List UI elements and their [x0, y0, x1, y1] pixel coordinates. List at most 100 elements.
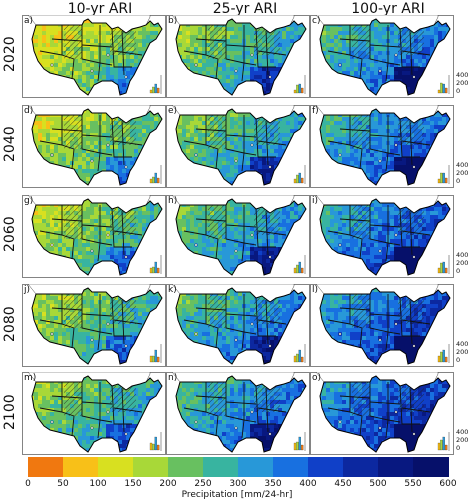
histogram-tick: 200	[456, 169, 469, 177]
colorbar-tick: 400	[299, 479, 317, 489]
map-panel: i)	[310, 195, 454, 278]
colorbar-segment	[203, 457, 239, 477]
histogram-tick: 200	[456, 79, 469, 87]
row-header-2080: 2080	[2, 306, 18, 342]
panel-label: k)	[168, 285, 177, 295]
histogram-tick: 0	[456, 444, 461, 452]
map-panel: m)	[22, 372, 166, 455]
histogram-tick: 0	[456, 177, 461, 185]
panel-label: f)	[312, 106, 319, 116]
us-precip-map	[166, 372, 310, 455]
us-precip-map	[310, 372, 454, 455]
us-precip-map	[166, 15, 310, 98]
colorbar-tick: 200	[159, 479, 177, 489]
histogram-tick: 0	[456, 356, 461, 364]
colorbar-segment	[98, 457, 134, 477]
histogram-tick-labels: 400 200 0	[456, 161, 468, 185]
colorbar-label: Precipitation [mm/24-hr]	[181, 490, 293, 500]
map-panel: c)	[310, 15, 454, 98]
histogram-tick-labels: 400 200 0	[456, 428, 468, 452]
map-panel: h)	[166, 195, 310, 278]
panel-label: o)	[312, 373, 322, 383]
us-precip-map	[310, 15, 454, 98]
colorbar-segment	[308, 457, 344, 477]
panel-label: e)	[168, 106, 178, 116]
colorbar-tick: 350	[264, 479, 282, 489]
us-precip-map	[310, 284, 454, 367]
map-panel: j)	[22, 284, 166, 367]
panel-label: j)	[24, 285, 31, 295]
map-panel: n)	[166, 372, 310, 455]
histogram-tick: 400	[456, 428, 469, 436]
row-header-2020: 2020	[2, 36, 18, 72]
histogram-tick-labels: 400 200 0	[456, 71, 468, 95]
colorbar-tick: 150	[124, 479, 142, 489]
histogram-tick: 400	[456, 251, 469, 259]
panel-label: a)	[24, 16, 34, 26]
colorbar-segment	[343, 457, 379, 477]
us-precip-map	[166, 105, 310, 188]
column-header-100yr: 100-yr ARI	[351, 1, 425, 17]
histogram-tick: 200	[456, 348, 469, 356]
histogram-tick: 400	[456, 71, 469, 79]
us-precip-map	[22, 105, 166, 188]
colorbar-tick: 50	[57, 479, 69, 489]
histogram-tick: 0	[456, 267, 461, 275]
histogram-tick-labels: 400 200 0	[456, 251, 468, 275]
panel-label: c)	[312, 16, 321, 26]
colorbar-tick: 500	[369, 479, 387, 489]
map-panel: l)	[310, 284, 454, 367]
map-panel: d)	[22, 105, 166, 188]
us-precip-map	[310, 105, 454, 188]
us-precip-map	[166, 284, 310, 367]
colorbar-segment	[168, 457, 204, 477]
colorbar-segment	[238, 457, 274, 477]
colorbar-segment	[63, 457, 99, 477]
colorbar	[28, 457, 449, 477]
colorbar-segment	[413, 457, 449, 477]
map-panel: o)	[310, 372, 454, 455]
colorbar-segment	[378, 457, 414, 477]
colorbar-tick: 300	[229, 479, 247, 489]
histogram-tick: 200	[456, 436, 469, 444]
column-header-25yr: 25-yr ARI	[212, 1, 278, 17]
histogram-tick: 400	[456, 340, 469, 348]
us-precip-map	[22, 195, 166, 278]
panel-label: h)	[168, 196, 178, 206]
us-precip-map	[166, 195, 310, 278]
map-panel: f)	[310, 105, 454, 188]
histogram-tick: 400	[456, 161, 469, 169]
colorbar-segment	[28, 457, 64, 477]
row-header-2100: 2100	[2, 394, 18, 430]
colorbar-segment	[273, 457, 309, 477]
panel-label: i)	[312, 196, 319, 206]
us-precip-map	[22, 15, 166, 98]
panel-label: d)	[24, 106, 34, 116]
colorbar-tick: 550	[404, 479, 422, 489]
map-panel: g)	[22, 195, 166, 278]
row-header-2060: 2060	[2, 216, 18, 252]
colorbar-tick: 0	[25, 479, 31, 489]
histogram-tick: 0	[456, 87, 461, 95]
colorbar-tick: 450	[334, 479, 352, 489]
histogram-tick: 200	[456, 259, 469, 267]
map-panel: a)	[22, 15, 166, 98]
histogram-tick-labels: 400 200 0	[456, 340, 468, 364]
panel-label: b)	[168, 16, 178, 26]
colorbar-tick: 250	[194, 479, 212, 489]
panel-label: n)	[168, 373, 178, 383]
colorbar-tick: 100	[89, 479, 107, 489]
map-panel: e)	[166, 105, 310, 188]
panel-label: g)	[24, 196, 34, 206]
map-panel: b)	[166, 15, 310, 98]
us-precip-map	[22, 372, 166, 455]
panel-label: m)	[24, 373, 37, 383]
colorbar-tick: 600	[439, 479, 457, 489]
us-precip-map	[310, 195, 454, 278]
panel-label: l)	[312, 285, 319, 295]
map-panel: k)	[166, 284, 310, 367]
row-header-2040: 2040	[2, 126, 18, 162]
us-precip-map	[22, 284, 166, 367]
column-header-10yr: 10-yr ARI	[67, 1, 133, 17]
colorbar-segment	[133, 457, 169, 477]
